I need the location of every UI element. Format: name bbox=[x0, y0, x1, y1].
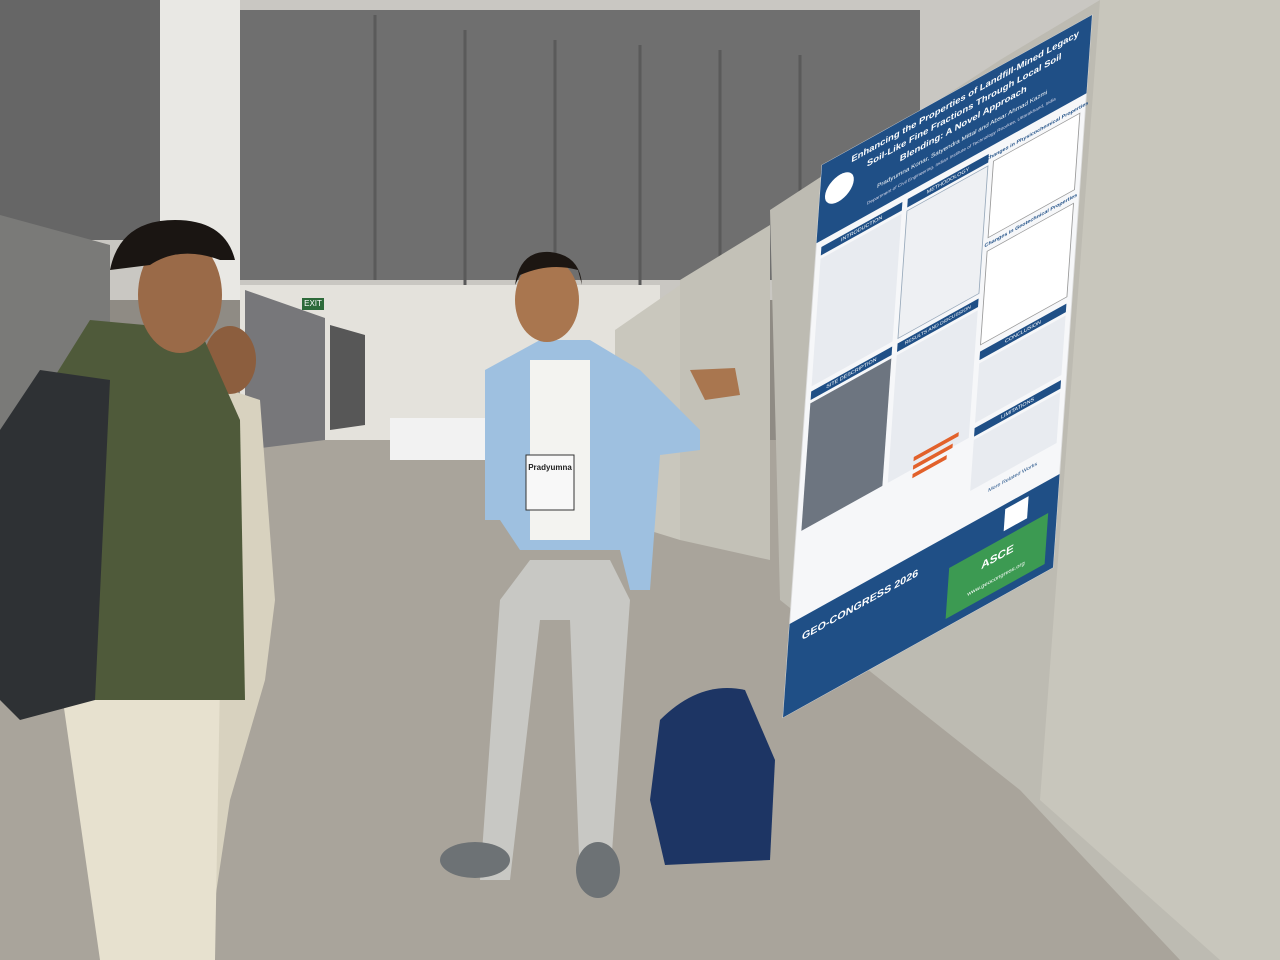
hair bbox=[515, 251, 582, 285]
head bbox=[138, 237, 222, 353]
presenter: Pradyumna bbox=[440, 251, 740, 898]
chart-panel bbox=[987, 112, 1081, 239]
hand bbox=[690, 368, 740, 400]
section-bar bbox=[820, 202, 903, 256]
shoe bbox=[576, 842, 620, 898]
poster: Enhancing the Properties of Landfill-Min… bbox=[782, 14, 1093, 719]
board-left-far bbox=[245, 290, 325, 450]
site-photos bbox=[801, 358, 892, 531]
text-block bbox=[975, 315, 1066, 424]
flowchart bbox=[897, 165, 989, 340]
backpack bbox=[0, 370, 110, 720]
result-bars bbox=[912, 432, 959, 479]
poster-header bbox=[816, 15, 1093, 244]
poster-footer bbox=[782, 474, 1060, 718]
section-bar bbox=[974, 380, 1062, 437]
text-block bbox=[970, 392, 1061, 492]
trousers bbox=[480, 560, 630, 880]
trousers bbox=[60, 680, 220, 960]
badge-name: Pradyumna bbox=[528, 463, 572, 472]
board-right-near bbox=[1040, 0, 1280, 960]
results-table bbox=[887, 310, 978, 483]
section-bar bbox=[979, 303, 1067, 361]
section-bar bbox=[810, 346, 893, 401]
qr-code bbox=[1003, 496, 1029, 532]
visitor-front bbox=[0, 220, 245, 960]
logo bbox=[824, 172, 854, 204]
backpack bbox=[650, 688, 775, 865]
head bbox=[515, 258, 579, 342]
shoe bbox=[440, 842, 510, 878]
table bbox=[390, 418, 485, 460]
asce-block bbox=[945, 513, 1049, 620]
section-bar bbox=[907, 154, 989, 208]
exit-sign bbox=[302, 298, 324, 310]
badge bbox=[525, 454, 575, 511]
exit-text: EXIT bbox=[304, 299, 322, 308]
small-poster bbox=[330, 325, 365, 430]
chart-panel bbox=[980, 202, 1075, 346]
text-block bbox=[811, 213, 902, 387]
section-bar bbox=[897, 298, 979, 353]
left-wall bbox=[0, 0, 160, 240]
hair bbox=[110, 220, 235, 270]
shirt bbox=[530, 360, 590, 540]
